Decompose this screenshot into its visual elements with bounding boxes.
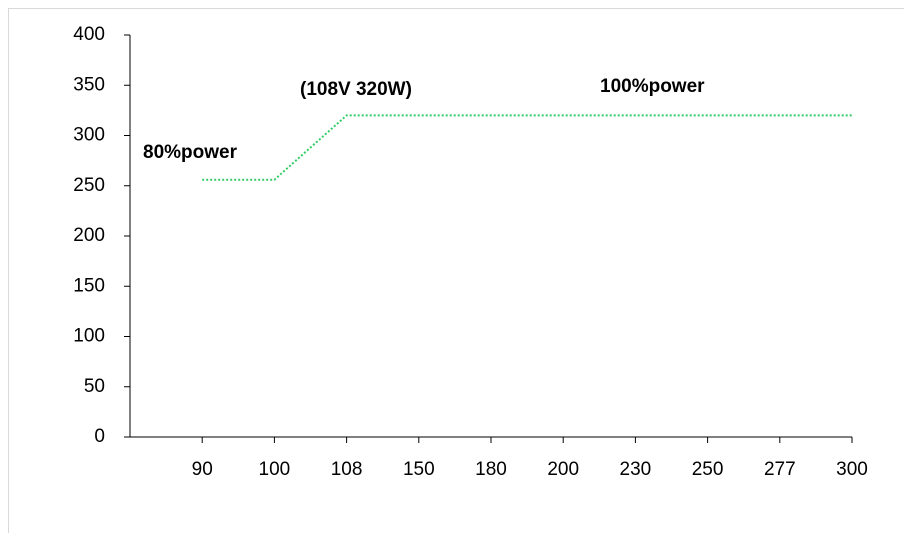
y-tick-label: 250: [73, 175, 105, 196]
y-tick-label: 200: [73, 225, 105, 246]
x-tick-label: 250: [692, 459, 724, 480]
x-tick-label: 277: [764, 459, 796, 480]
chart-border: [8, 8, 904, 533]
data-line: [202, 114, 852, 181]
annotation: (108V 320W): [300, 79, 412, 100]
x-tick-label: 150: [403, 459, 435, 480]
x-tick-label: 300: [836, 459, 868, 480]
x-tick-label: 180: [475, 459, 507, 480]
x-tick-label: 108: [331, 459, 363, 480]
y-tick-label: 400: [73, 24, 105, 45]
y-tick-label: 350: [73, 74, 105, 95]
annotation: 80%power: [143, 142, 238, 163]
x-tick-label: 90: [192, 459, 213, 480]
y-tick-label: 50: [84, 376, 105, 397]
x-tick-label: 200: [547, 459, 579, 480]
y-tick-label: 0: [94, 426, 105, 447]
y-tick-label: 100: [73, 326, 105, 347]
x-tick-label: 230: [620, 459, 652, 480]
x-tick-label: 100: [259, 459, 291, 480]
y-tick-label: 150: [73, 275, 105, 296]
annotation: 100%power: [600, 76, 705, 97]
y-tick-label: 300: [73, 125, 105, 146]
